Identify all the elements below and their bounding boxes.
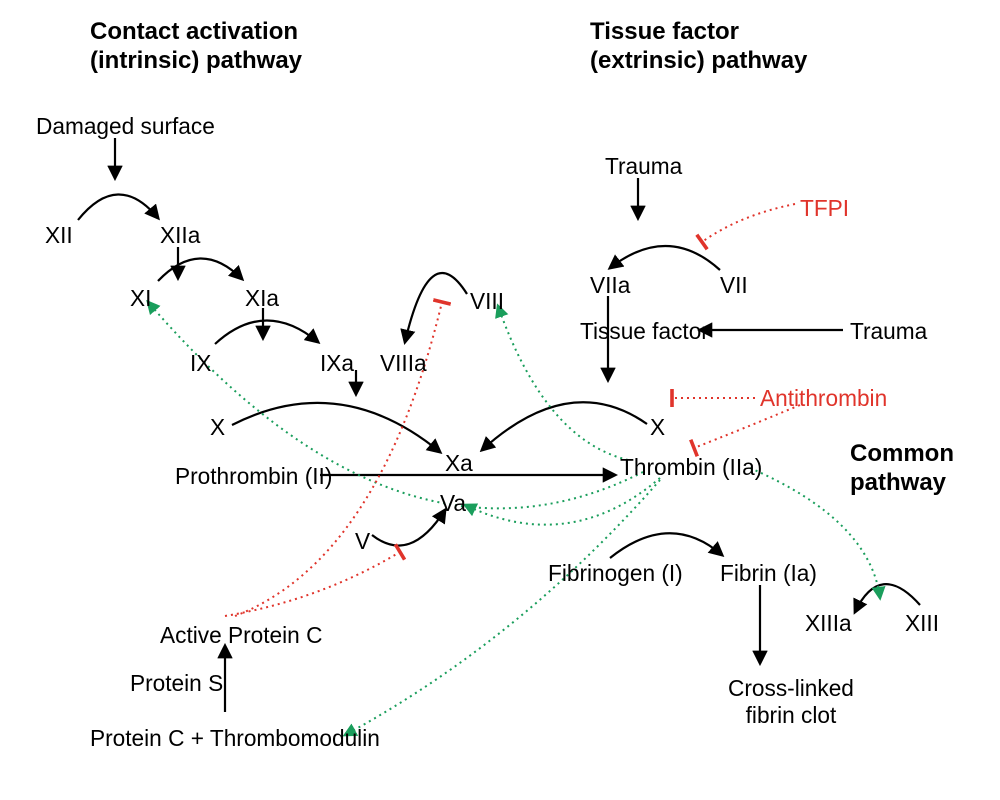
node-xiia: XIIa (160, 222, 200, 249)
node-fibrin: Fibrin (Ia) (720, 560, 817, 587)
node-xi: XI (130, 285, 151, 312)
node-ix: IX (190, 350, 211, 377)
node-apc: Active Protein C (160, 622, 322, 649)
node-trauma2: Trauma (850, 318, 927, 345)
node-xa: Xa (445, 450, 473, 477)
edge-e12 (855, 584, 920, 612)
node-crosslinked: Cross-linked fibrin clot (728, 675, 854, 729)
edge-e7 (482, 402, 647, 450)
node-prothrombin: Prothrombin (II) (175, 463, 332, 490)
edge-g3 (465, 478, 660, 525)
heading-h_intrinsic: Contact activation (intrinsic) pathway (90, 18, 302, 76)
heading-h_common: Common pathway (850, 440, 954, 498)
edge-e17 (405, 273, 467, 342)
node-x_l: X (210, 414, 225, 441)
node-v: V (355, 528, 370, 555)
node-tfpi: TFPI (800, 195, 849, 222)
edge-e14 (610, 246, 720, 270)
node-antithrombin: Antithrombin (760, 385, 887, 412)
node-vii: VII (720, 272, 748, 299)
node-xiiia: XIIIa (805, 610, 852, 637)
node-pcthrombo: Protein C + Thrombomodulin (90, 725, 380, 752)
node-fibrinogen: Fibrinogen (I) (548, 560, 683, 587)
node-xiii: XIII (905, 610, 939, 637)
edge-e2 (78, 194, 158, 220)
node-xii: XII (45, 222, 73, 249)
coagulation-diagram: Contact activation (intrinsic) pathway Ti… (0, 0, 1000, 800)
heading-h_extrinsic: Tissue factor (extrinsic) pathway (590, 18, 807, 76)
node-tissuefactor: Tissue factor (580, 318, 709, 345)
node-viii: VIII (470, 288, 504, 315)
edge-e4 (215, 320, 318, 344)
edge-e3 (158, 258, 242, 281)
edge-e9 (372, 510, 445, 546)
node-xia: XIa (245, 285, 279, 312)
edge-r1 (702, 204, 795, 242)
node-thrombin: Thrombin (IIa) (620, 454, 762, 481)
node-va: Va (440, 490, 466, 517)
node-viiia: VIIIa (380, 350, 427, 377)
node-proteins: Protein S (130, 670, 223, 697)
edge-e6 (232, 403, 440, 452)
node-viia: VIIa (590, 272, 630, 299)
edge-r4 (225, 552, 400, 616)
node-ixa: IXa (320, 350, 354, 377)
edge-g5 (345, 480, 660, 735)
node-x_r: X (650, 414, 665, 441)
node-trauma1: Trauma (605, 153, 682, 180)
edge-e10 (610, 533, 722, 558)
node-damaged: Damaged surface (36, 113, 215, 140)
